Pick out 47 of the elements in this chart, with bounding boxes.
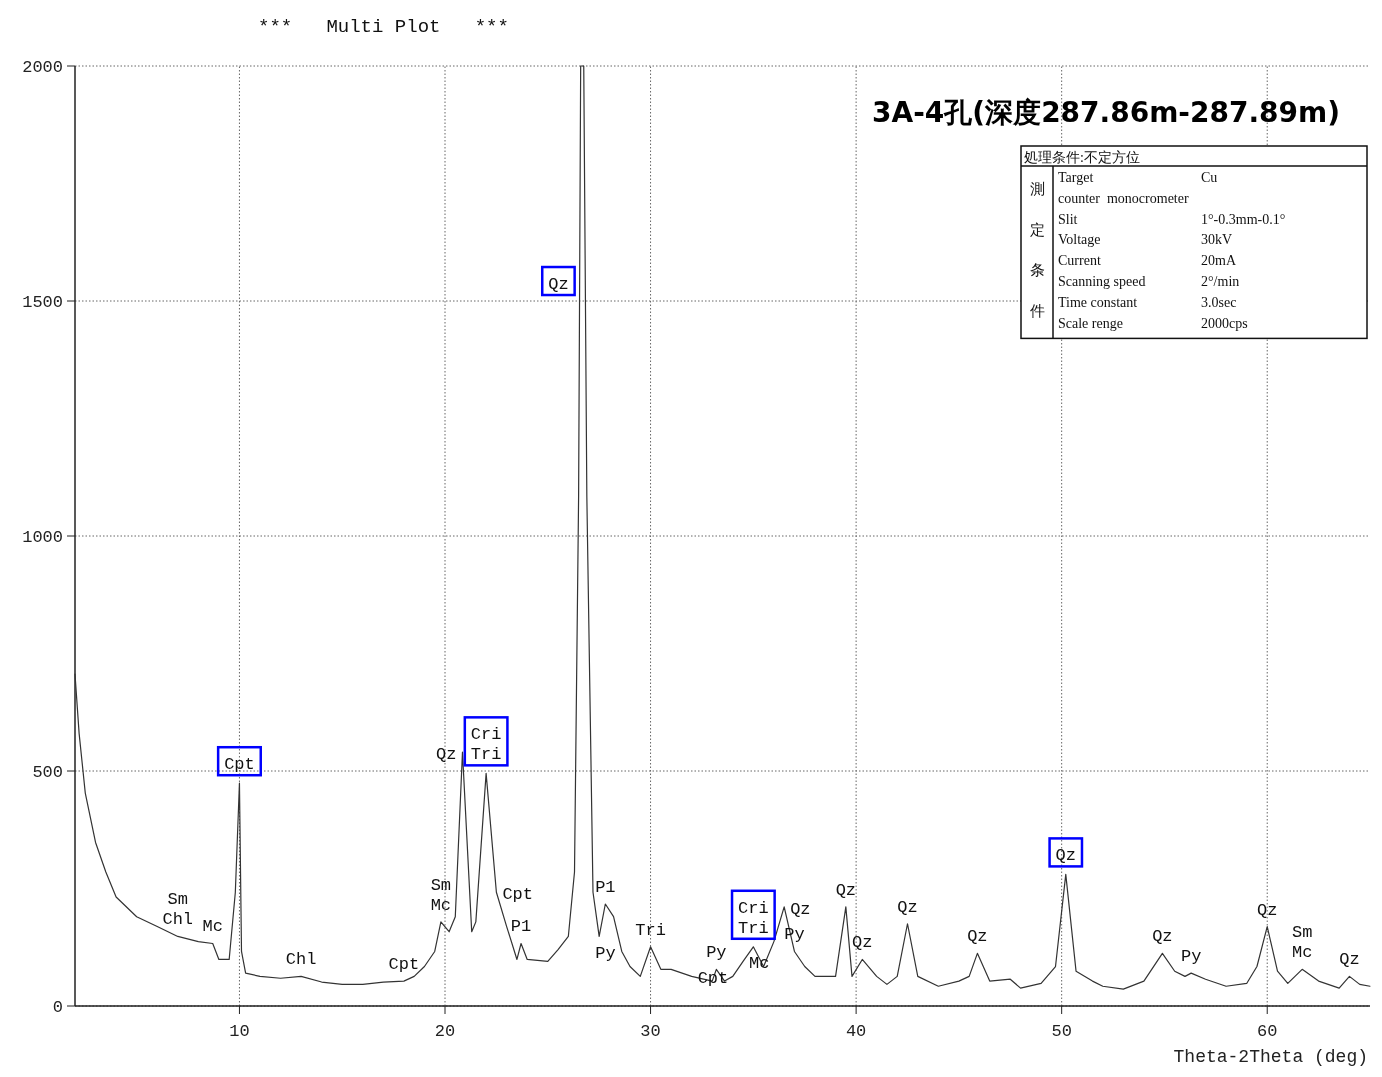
- x-tick-label: 10: [229, 1022, 250, 1041]
- text: 3A-4孔(深度287.86m-287.89m): [872, 96, 1340, 129]
- annotation: Cpt: [502, 885, 533, 905]
- annotation: Py: [706, 943, 727, 963]
- x-tick-label: 50: [1051, 1022, 1072, 1041]
- annotation: Qz: [436, 745, 457, 765]
- x-tick-label: 40: [845, 1022, 867, 1041]
- annotation: Cri Tri: [738, 898, 769, 938]
- annotation: Qz: [835, 880, 857, 900]
- annotation: Py: [595, 944, 616, 964]
- annotation: Cpt: [224, 755, 255, 775]
- annotation: Qz: [1257, 900, 1278, 920]
- annotation: P1: [510, 917, 532, 937]
- annotation: P1: [595, 878, 616, 898]
- annotation: counter monocrometer: [1058, 190, 1189, 206]
- annotation: Qz: [897, 897, 918, 917]
- x-tick-label: 20: [434, 1022, 456, 1041]
- annotation: Qz: [852, 933, 873, 953]
- annotation: Qz: [548, 275, 569, 295]
- annotation: Qz: [967, 927, 988, 947]
- annotation: Cri Tri: [470, 725, 502, 765]
- y-tick-label: 1500: [22, 293, 63, 312]
- annotation: Mc: [749, 954, 770, 974]
- annotation: Qz: [1152, 927, 1173, 947]
- annotation: Mc: [202, 917, 223, 937]
- y-tick-label: 0: [52, 998, 63, 1017]
- y-tick-label: 1000: [22, 528, 63, 547]
- annotation: 処理条件:不定方位: [1024, 150, 1140, 165]
- annotation: Chl: [285, 950, 317, 970]
- annotation: Py: [1180, 947, 1202, 967]
- annotation: Qz: [790, 899, 811, 919]
- y-tick-label: 500: [32, 763, 63, 782]
- x-tick-label: 60: [1257, 1022, 1278, 1041]
- x-axis-title: Theta-2Theta (deg): [1173, 1047, 1368, 1067]
- annotation: Cpt: [388, 955, 420, 975]
- annotation: Qz: [1339, 950, 1360, 970]
- chart-title: *** Multi Plot ***: [258, 16, 509, 38]
- annotation: Sm Mc: [1291, 923, 1313, 963]
- conditions-table: 処理条件:不定方位 測定条件 Target Cu counter monocrometer Slit 1°-0.3mm-0.1° Voltage 30kV Current 20mA Scanning speed 2°/min Time constant 3.0sec Scale renge 2000cps: [1020, 145, 1368, 340]
- annotation: Py: [784, 925, 805, 945]
- y-tick-label: 2000: [22, 58, 63, 77]
- line-series: [74, 65, 1371, 990]
- annotation: Sm Chl: [162, 890, 194, 930]
- x-tick-label: 30: [640, 1022, 661, 1041]
- annotation: Tri: [635, 920, 666, 940]
- annotation: Sm Mc: [430, 875, 452, 915]
- annotation: Qz: [1055, 846, 1076, 866]
